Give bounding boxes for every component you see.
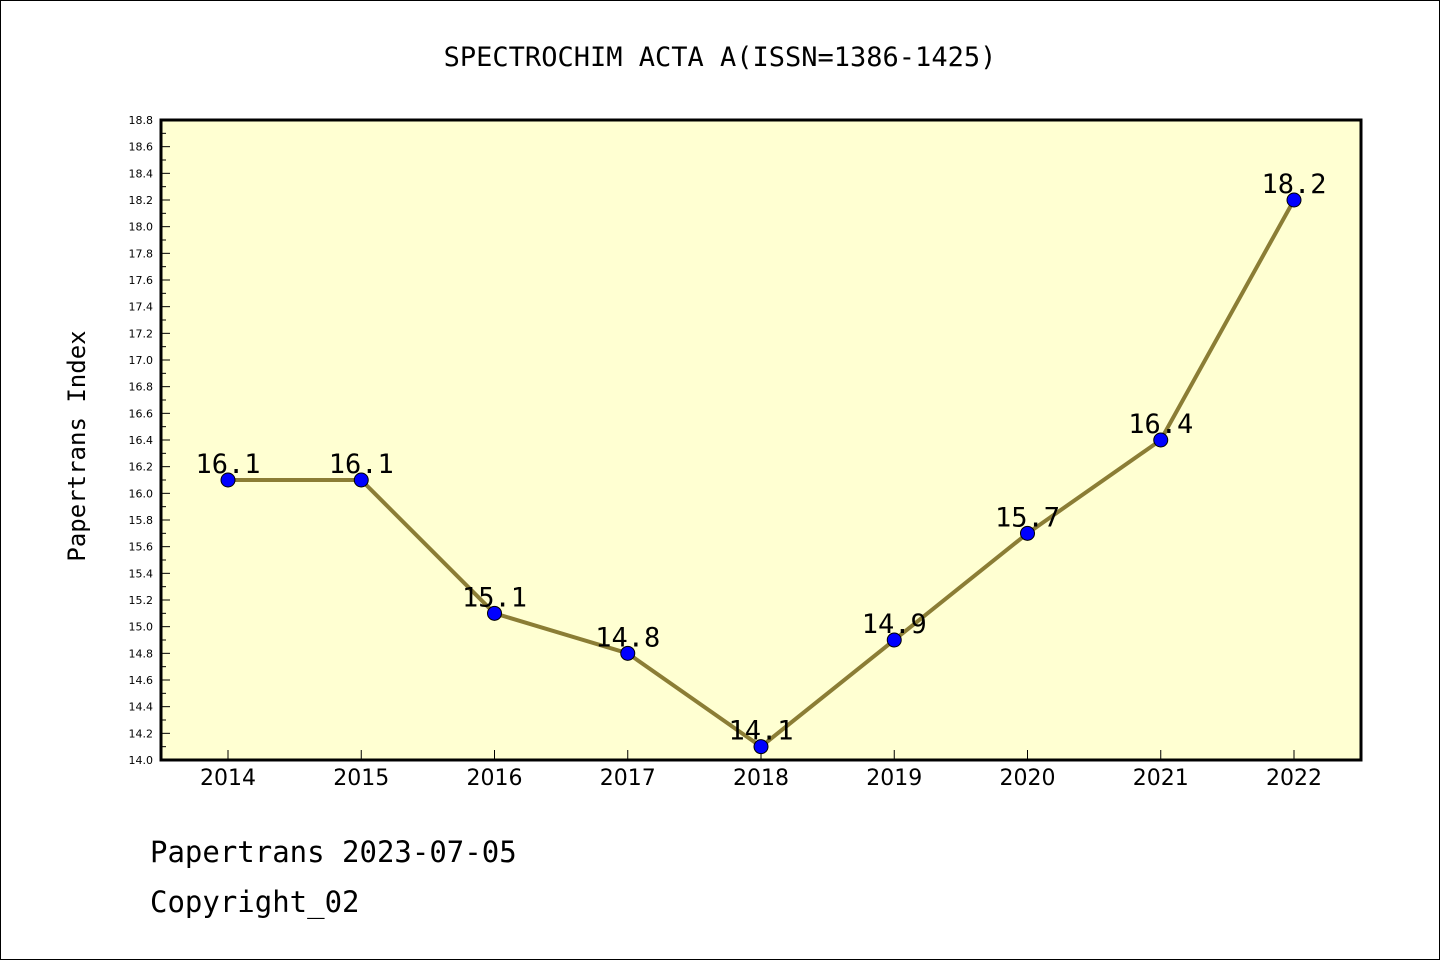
y-tick-label: 15.2 bbox=[129, 594, 154, 607]
y-tick-label: 16.4 bbox=[129, 434, 154, 447]
y-tick-label: 15.6 bbox=[129, 541, 154, 554]
data-point bbox=[886, 632, 902, 648]
y-tick-label: 16.6 bbox=[129, 407, 154, 420]
data-label: 15.1 bbox=[462, 582, 527, 613]
x-tick-label: 2015 bbox=[333, 766, 389, 791]
y-tick-label: 18.8 bbox=[129, 114, 154, 127]
x-tick-label: 2019 bbox=[866, 766, 922, 791]
data-label: 14.1 bbox=[728, 716, 793, 747]
data-labels: 16.1 16.1 15.1 14.8 14.1 14.9 15.7 16.4 18.2 bbox=[195, 169, 1326, 747]
y-tick-label: 14.8 bbox=[129, 647, 154, 660]
data-label: 14.9 bbox=[862, 609, 927, 640]
y-tick-label: 18.6 bbox=[129, 141, 154, 154]
data-point bbox=[1153, 432, 1169, 448]
y-tick-label: 14.0 bbox=[129, 754, 154, 767]
data-point bbox=[1020, 525, 1035, 541]
plot-area bbox=[159, 118, 1363, 762]
y-tick-label: 16.2 bbox=[129, 461, 154, 474]
footer-date: Papertrans 2023-07-05 bbox=[150, 835, 517, 869]
y-tick-label: 16.8 bbox=[129, 381, 154, 394]
x-tick-label: 2021 bbox=[1133, 766, 1189, 791]
y-tick-label: 18.2 bbox=[129, 194, 154, 207]
y-tick-label: 14.2 bbox=[129, 727, 154, 740]
y-tick-label: 14.6 bbox=[129, 674, 154, 687]
y-tick-label: 15.0 bbox=[129, 621, 154, 634]
y-tick-label: 17.2 bbox=[129, 327, 154, 340]
data-label: 16.1 bbox=[329, 449, 394, 480]
y-tick-label: 17.4 bbox=[129, 301, 154, 314]
data-label: 15.7 bbox=[995, 502, 1060, 533]
data-point bbox=[487, 605, 502, 621]
footer-copyright: Copyright_02 bbox=[150, 885, 360, 919]
x-tick-label: 2017 bbox=[600, 766, 656, 791]
data-label: 16.4 bbox=[1128, 409, 1193, 440]
y-tick-label: 15.4 bbox=[129, 567, 154, 580]
x-tick-label: 2014 bbox=[200, 766, 256, 791]
data-point bbox=[753, 739, 769, 755]
data-label: 14.8 bbox=[595, 622, 660, 653]
y-axis-ticks: 14.0 14.2 14.4 14.6 14.8 15.0 15.2 15.4 15.6 15.8… bbox=[129, 114, 170, 767]
y-tick-label: 16.0 bbox=[129, 487, 154, 500]
y-tick-label: 18.0 bbox=[129, 221, 154, 234]
y-tick-label: 17.6 bbox=[129, 274, 154, 287]
x-tick-label: 2020 bbox=[1000, 766, 1056, 791]
y-tick-label: 17.0 bbox=[129, 354, 154, 367]
data-point bbox=[620, 645, 636, 661]
data-point bbox=[353, 472, 369, 488]
data-markers bbox=[220, 192, 1302, 755]
x-tick-label: 2022 bbox=[1266, 766, 1322, 791]
data-label: 16.1 bbox=[195, 449, 260, 480]
y-tick-label: 18.4 bbox=[129, 167, 154, 180]
x-tick-label: 2018 bbox=[733, 766, 789, 791]
data-point bbox=[1286, 192, 1302, 208]
y-axis-label: Papertrans Index bbox=[63, 330, 91, 561]
data-label: 18.2 bbox=[1261, 169, 1326, 200]
x-axis-ticks: 2014 2015 2016 2017 2018 2019 2020 2021 2022 bbox=[200, 750, 1322, 791]
x-tick-label: 2016 bbox=[467, 766, 523, 791]
y-tick-label: 17.8 bbox=[129, 247, 154, 260]
chart-title: SPECTROCHIM ACTA A(ISSN=1386-1425) bbox=[444, 42, 997, 73]
y-tick-label: 14.4 bbox=[129, 701, 154, 714]
data-point bbox=[220, 472, 236, 488]
y-tick-label: 15.8 bbox=[129, 514, 154, 527]
